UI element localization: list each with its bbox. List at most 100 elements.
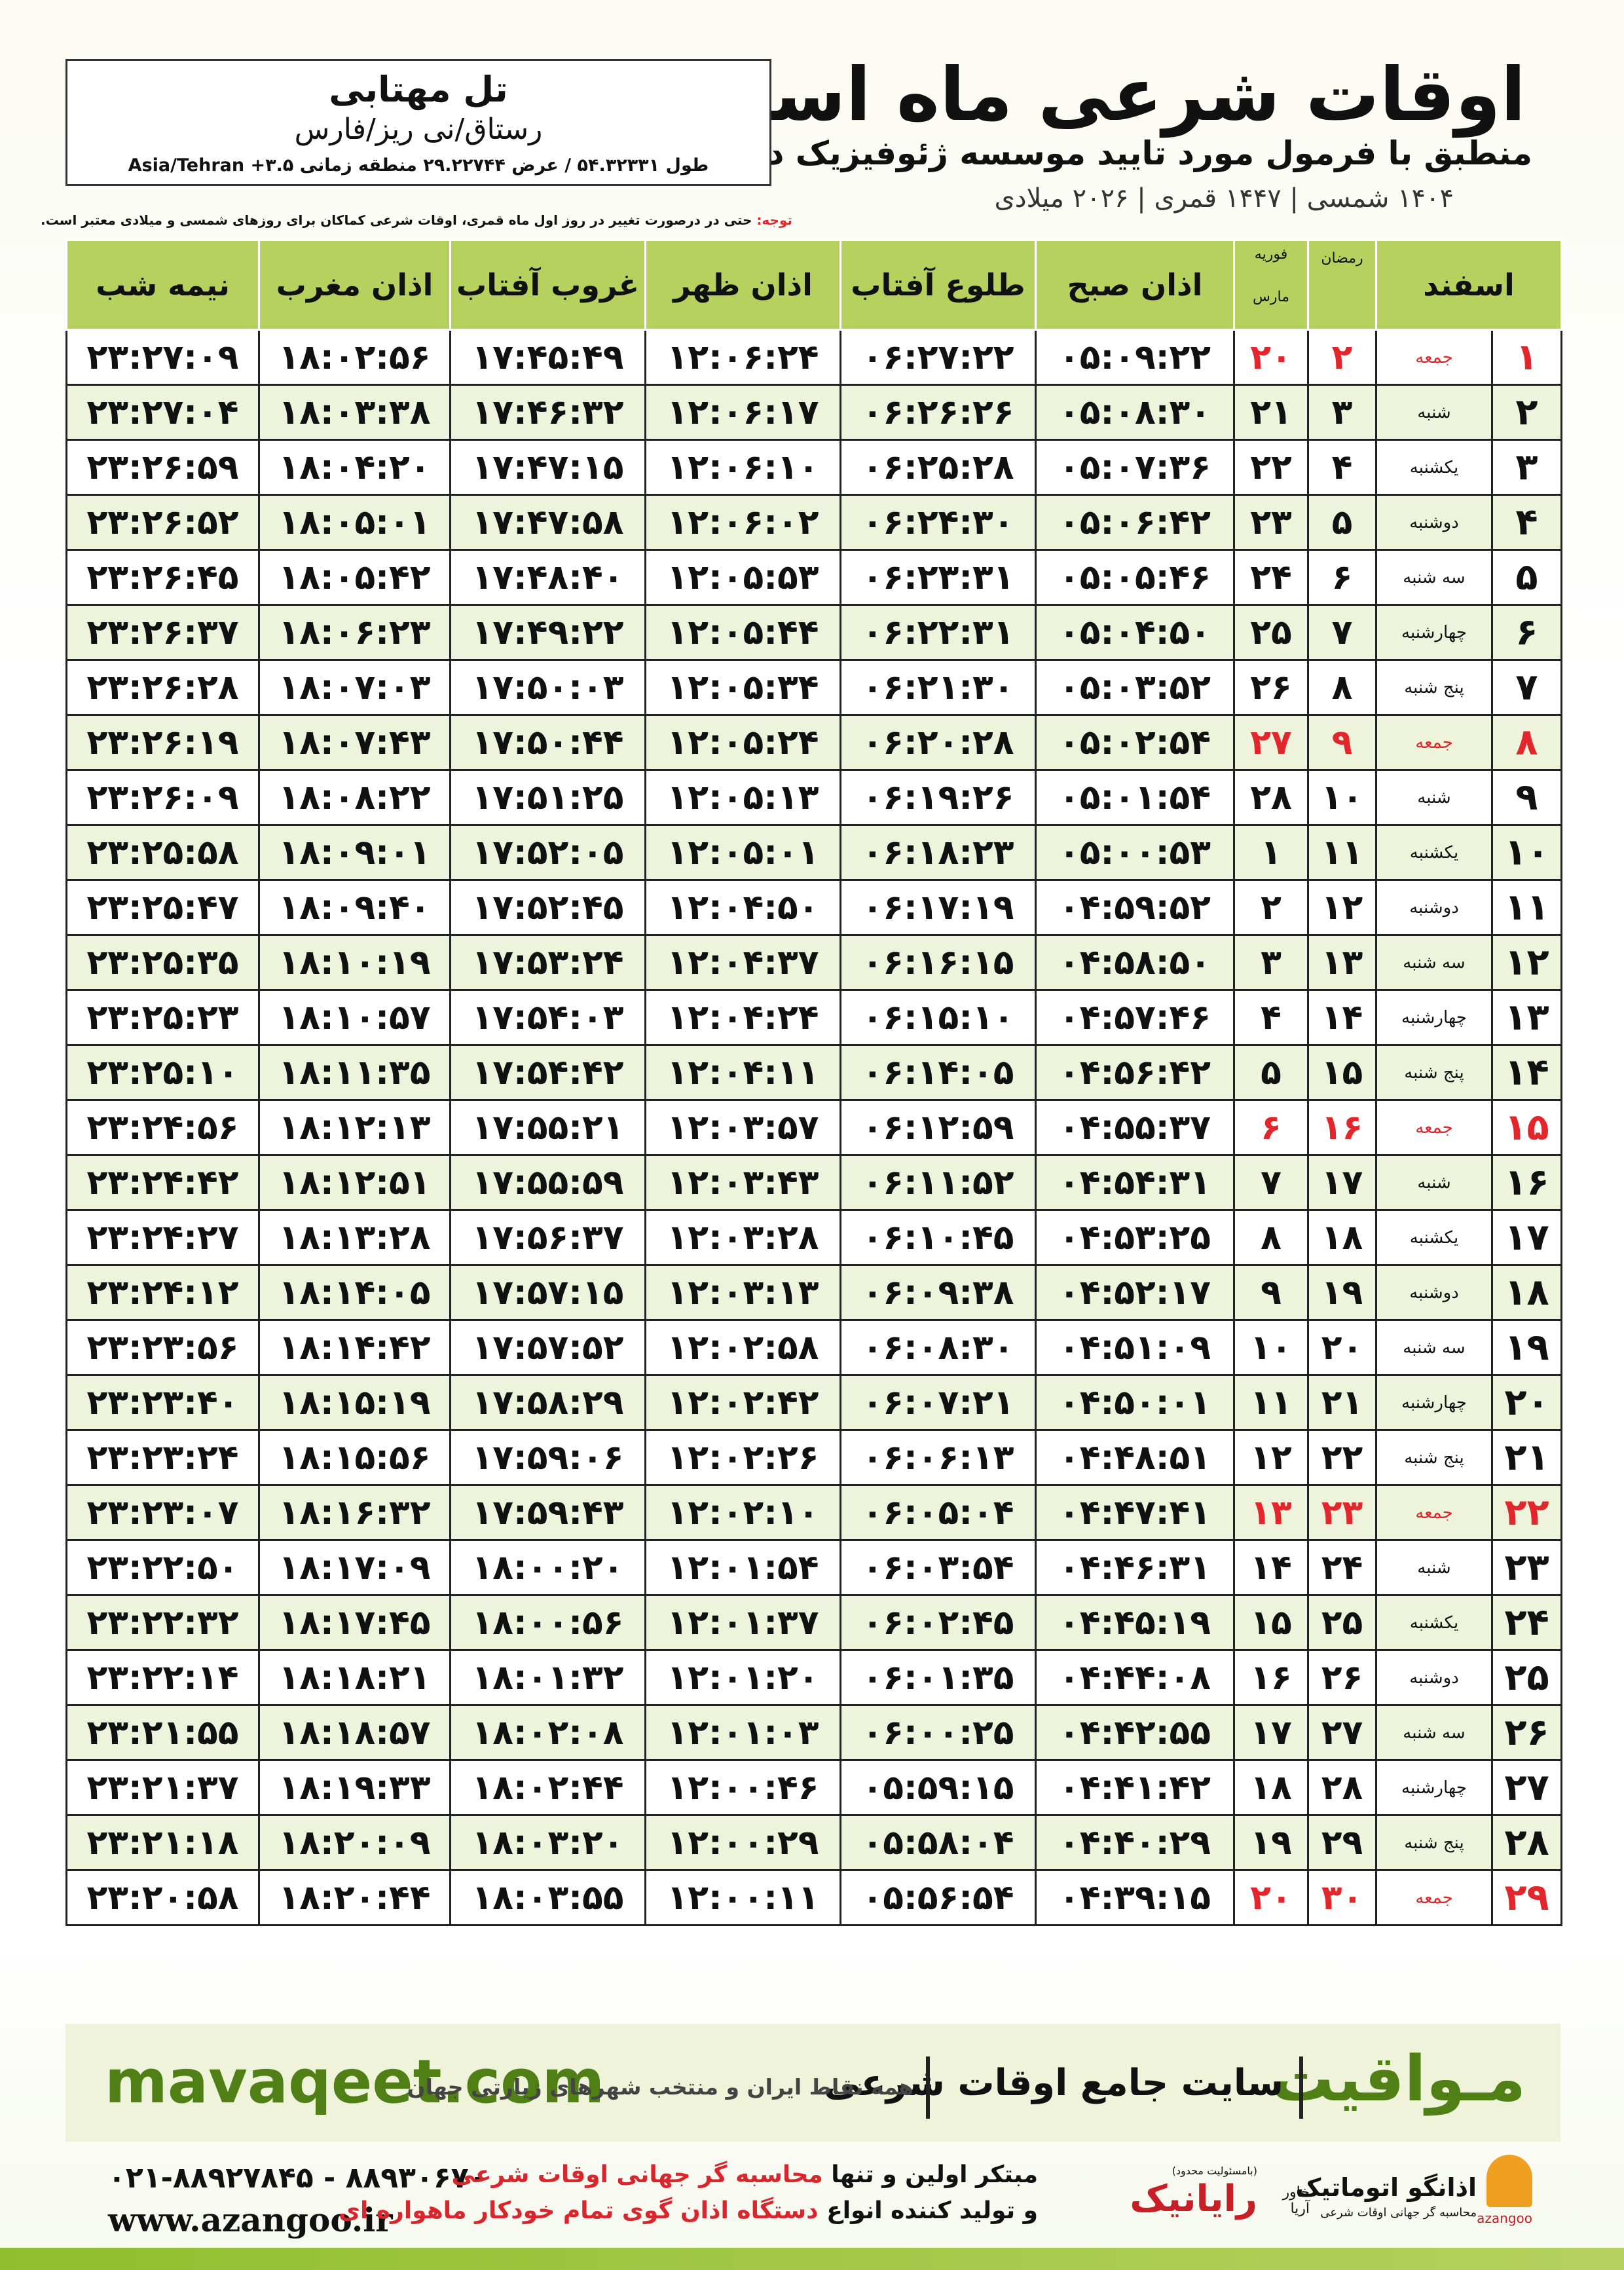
day-cell: جمعه bbox=[1375, 329, 1493, 386]
time-cell: ۱۷:۵۰:۰۳ bbox=[449, 659, 646, 716]
table-row: ۳ یکشنبه ۴ ۲۲ ۰۵:۰۷:۳۶ ۰۶:۲۵:۲۸ ۱۲:۰۶:۱۰ ۱۷:۴۷:… bbox=[65, 439, 1562, 496]
time-cell: ۲۳:۲۶:۰۹ bbox=[65, 769, 260, 826]
time-cell: ۱۷:۴۵:۴۹ bbox=[449, 329, 646, 386]
time-cell: ۲۳:۲۶:۵۹ bbox=[65, 439, 260, 496]
time-cell: ۰۴:۴۱:۴۲ bbox=[1035, 1759, 1235, 1816]
time-cell: ۰۶:۲۷:۲۲ bbox=[840, 329, 1037, 386]
time-cell: ۰۶:۱۸:۲۳ bbox=[840, 824, 1037, 881]
time-cell: ۰۴:۴۴:۰۸ bbox=[1035, 1649, 1235, 1706]
url[interactable]: www.azangoo.ir bbox=[108, 2201, 393, 2239]
day-cell: ۱۶ bbox=[1307, 1099, 1377, 1156]
time-cell: ۱۲:۰۶:۲۴ bbox=[644, 329, 841, 386]
day-cell: ۱۵ bbox=[1307, 1044, 1377, 1101]
time-cell: ۰۵:۰۴:۵۰ bbox=[1035, 604, 1235, 661]
day-cell: ۲ bbox=[1233, 879, 1309, 936]
time-cell: ۱۲:۰۰:۴۶ bbox=[644, 1759, 841, 1816]
tagline-highlight: دستگاه اذان گوی تمام خودکار ماهواره ای bbox=[339, 2197, 819, 2224]
time-cell: ۰۴:۴۲:۵۵ bbox=[1035, 1704, 1235, 1761]
time-cell: ۰۶:۲۶:۲۶ bbox=[840, 384, 1037, 441]
day-cell: ۲۰ bbox=[1233, 1869, 1309, 1926]
header-cell: طلوع آفتاب bbox=[840, 239, 1037, 331]
day-cell: ۳ bbox=[1491, 439, 1562, 496]
time-cell: ۰۶:۰۱:۳۵ bbox=[840, 1649, 1037, 1706]
day-cell: ۲۸ bbox=[1233, 769, 1309, 826]
time-cell: ۱۷:۵۴:۰۳ bbox=[449, 989, 646, 1046]
table-row: ۹ شنبه ۱۰ ۲۸ ۰۵:۰۱:۵۴ ۰۶:۱۹:۲۶ ۱۲:۰۵:۱۳ ۱۷:۵۱:۲… bbox=[65, 769, 1562, 826]
table-row: ۱۱ دوشنبه ۱۲ ۲ ۰۴:۵۹:۵۲ ۰۶:۱۷:۱۹ ۱۲:۰۴:۵۰ ۱۷:۵۲… bbox=[65, 879, 1562, 936]
time-cell: ۱۸:۱۵:۵۶ bbox=[258, 1429, 451, 1486]
logo-note: (بامسئولیت محدود) bbox=[1172, 2165, 1257, 2177]
time-cell: ۰۶:۲۱:۳۰ bbox=[840, 659, 1037, 716]
logo-en: azangoo bbox=[1477, 2210, 1532, 2226]
time-cell: ۱۸:۰۵:۰۱ bbox=[258, 494, 451, 551]
day-cell: ۱۸ bbox=[1491, 1264, 1562, 1321]
day-cell: ۱۴ bbox=[1307, 989, 1377, 1046]
day-cell: ۹ bbox=[1233, 1264, 1309, 1321]
time-cell: ۱۲:۰۵:۵۳ bbox=[644, 549, 841, 606]
day-cell: ۱۲ bbox=[1307, 879, 1377, 936]
time-cell: ۱۸:۱۶:۳۲ bbox=[258, 1484, 451, 1541]
day-cell: ۱۱ bbox=[1307, 824, 1377, 881]
day-cell: ۱۹ bbox=[1233, 1814, 1309, 1871]
day-cell: ۲۱ bbox=[1233, 384, 1309, 441]
time-cell: ۰۴:۵۴:۳۱ bbox=[1035, 1154, 1235, 1211]
day-cell: ۱۱ bbox=[1491, 879, 1562, 936]
table-row: ۲۵ دوشنبه ۲۶ ۱۶ ۰۴:۴۴:۰۸ ۰۶:۰۱:۳۵ ۱۲:۰۱:۲۰ ۱۸:۰… bbox=[65, 1649, 1562, 1706]
table-row: ۱۴ پنج شنبه ۱۵ ۵ ۰۴:۵۶:۴۲ ۰۶:۱۴:۰۵ ۱۲:۰۴:۱۱ ۱۷:… bbox=[65, 1044, 1562, 1101]
day-cell: ۲۵ bbox=[1491, 1649, 1562, 1706]
day-cell: ۸ bbox=[1491, 714, 1562, 771]
day-cell: ۲۴ bbox=[1307, 1539, 1377, 1596]
day-cell: پنج شنبه bbox=[1375, 1429, 1493, 1486]
day-cell: ۲۰ bbox=[1233, 329, 1309, 386]
time-cell: ۲۳:۲۵:۱۰ bbox=[65, 1044, 260, 1101]
time-cell: ۱۷:۴۹:۲۲ bbox=[449, 604, 646, 661]
time-cell: ۱۷:۵۹:۰۶ bbox=[449, 1429, 646, 1486]
coverage: همه نقاط ایران و منتخب شهرهای زیارتی جها… bbox=[407, 2074, 913, 2100]
day-cell: ۲۶ bbox=[1491, 1704, 1562, 1761]
day-cell: ۱۳ bbox=[1307, 934, 1377, 991]
day-cell: یکشنبه bbox=[1375, 1209, 1493, 1266]
time-cell: ۲۳:۲۶:۴۵ bbox=[65, 549, 260, 606]
day-cell: ۴ bbox=[1307, 439, 1377, 496]
time-cell: ۰۴:۴۷:۴۱ bbox=[1035, 1484, 1235, 1541]
time-cell: ۰۶:۱۹:۲۶ bbox=[840, 769, 1037, 826]
site-link[interactable]: mavaqeet.com bbox=[105, 2047, 605, 2117]
time-cell: ۱۷:۵۷:۵۲ bbox=[449, 1319, 646, 1376]
time-cell: ۱۸:۰۲:۴۴ bbox=[449, 1759, 646, 1816]
coordinates: طول ۵۴.۳۲۳۳۱ / عرض ۲۹.۲۲۷۴۴ منطقه زمانی … bbox=[128, 155, 709, 176]
time-cell: ۰۶:۱۴:۰۵ bbox=[840, 1044, 1037, 1101]
time-cell: ۱۸:۰۷:۴۳ bbox=[258, 714, 451, 771]
time-cell: ۰۶:۰۹:۳۸ bbox=[840, 1264, 1037, 1321]
tagline-text: و تولید کننده انواع bbox=[826, 2197, 1038, 2224]
day-cell: ۲۷ bbox=[1307, 1704, 1377, 1761]
time-cell: ۱۷:۴۸:۴۰ bbox=[449, 549, 646, 606]
logo-sub: خاور آریا bbox=[1282, 2184, 1310, 2217]
time-cell: ۱۲:۰۱:۲۰ bbox=[644, 1649, 841, 1706]
day-cell: ۱۹ bbox=[1307, 1264, 1377, 1321]
time-cell: ۰۴:۵۹:۵۲ bbox=[1035, 879, 1235, 936]
day-cell: ۵ bbox=[1491, 549, 1562, 606]
day-cell: ۱۴ bbox=[1233, 1539, 1309, 1596]
footer-band bbox=[65, 2024, 1560, 2142]
time-cell: ۱۸:۰۳:۵۵ bbox=[449, 1869, 646, 1926]
time-cell: ۰۵:۰۱:۵۴ bbox=[1035, 769, 1235, 826]
time-cell: ۲۳:۲۱:۳۷ bbox=[65, 1759, 260, 1816]
day-cell: ۵ bbox=[1233, 1044, 1309, 1101]
time-cell: ۲۳:۲۲:۳۲ bbox=[65, 1594, 260, 1651]
day-cell: ۲۲ bbox=[1307, 1429, 1377, 1486]
time-cell: ۱۸:۱۹:۳۳ bbox=[258, 1759, 451, 1816]
time-cell: ۰۴:۴۰:۲۹ bbox=[1035, 1814, 1235, 1871]
time-cell: ۰۵:۵۸:۰۴ bbox=[840, 1814, 1037, 1871]
time-cell: ۰۶:۱۵:۱۰ bbox=[840, 989, 1037, 1046]
time-cell: ۱۸:۰۷:۰۳ bbox=[258, 659, 451, 716]
tagline-2: و تولید کننده انواع دستگاه اذان گوی تمام… bbox=[339, 2197, 1038, 2224]
time-cell: ۱۸:۱۴:۰۵ bbox=[258, 1264, 451, 1321]
time-cell: ۰۴:۳۹:۱۵ bbox=[1035, 1869, 1235, 1926]
day-cell: ۳۰ bbox=[1307, 1869, 1377, 1926]
day-cell: ۲۰ bbox=[1307, 1319, 1377, 1376]
day-cell: ۶ bbox=[1491, 604, 1562, 661]
time-cell: ۲۳:۲۳:۰۷ bbox=[65, 1484, 260, 1541]
time-cell: ۰۵:۰۵:۴۶ bbox=[1035, 549, 1235, 606]
time-cell: ۱۸:۱۷:۰۹ bbox=[258, 1539, 451, 1596]
